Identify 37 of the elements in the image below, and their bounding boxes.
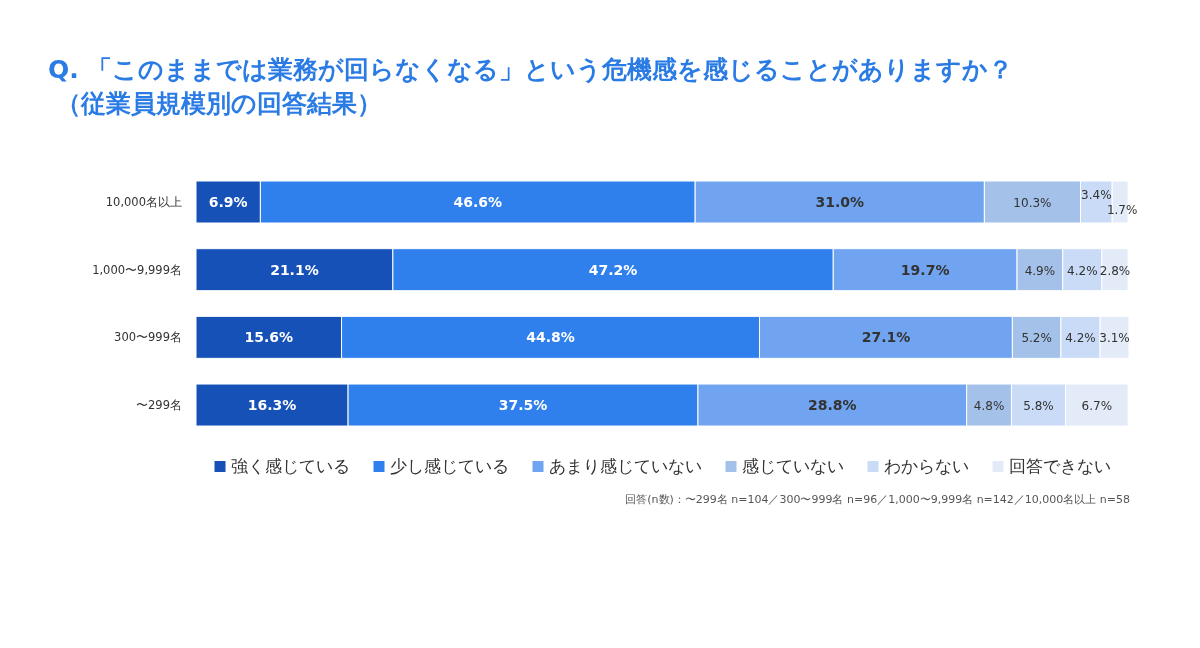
data-label: 5.2% — [1021, 331, 1052, 346]
y-tick-label: 10,000名以上 — [105, 195, 182, 209]
y-tick-label: 1,000〜9,999名 — [92, 262, 182, 277]
chart-subtitle: （従業員規模別の回答結果） — [56, 89, 382, 118]
data-label: 5.8% — [1023, 399, 1054, 414]
data-label: 4.9% — [1024, 263, 1056, 278]
data-label: 19.7% — [900, 261, 950, 278]
data-label: 15.6% — [244, 329, 294, 346]
data-label: 16.3% — [247, 397, 297, 414]
data-label: 4.8% — [973, 399, 1005, 414]
data-label: 4.2% — [1065, 331, 1096, 346]
legend-label: 感じていない — [741, 457, 844, 476]
data-label: 44.8% — [526, 329, 575, 346]
legend-label: 少し感じている — [389, 457, 509, 476]
data-label: 4.2% — [1067, 263, 1098, 278]
chart-title: Q. 「このままでは業務が回らなくなる」という危機感を感じることがありますか？ — [48, 55, 1014, 84]
data-label: 2.8% — [1099, 263, 1131, 278]
data-label: 31.0% — [815, 194, 865, 210]
data-label: 6.9% — [208, 194, 248, 210]
y-tick-label: 〜299名 — [136, 398, 182, 413]
data-label: 3.4% — [1081, 188, 1112, 202]
data-label: 1.7% — [1106, 203, 1138, 217]
data-label: 28.8% — [808, 397, 857, 414]
data-label: 46.6% — [453, 194, 503, 210]
data-label: 37.5% — [498, 397, 548, 414]
data-label: 3.1% — [1099, 331, 1130, 346]
data-label: 21.1% — [270, 261, 319, 278]
legend-label: あまり感じていない — [548, 457, 702, 476]
data-label: 10.3% — [1013, 196, 1052, 210]
data-label: 6.7% — [1081, 399, 1113, 414]
data-label: 27.1% — [861, 329, 911, 346]
legend-label: 回答できない — [1008, 457, 1111, 476]
legend-label: 強く感じている — [230, 457, 350, 476]
text: 回答(n数)：〜299名 n=104／300〜999名 n=96／1,000〜9,999名 n=142／10,000名以上 n=58 — [625, 493, 1130, 506]
y-tick-label: 300〜999名 — [114, 330, 182, 345]
data-label: 47.2% — [588, 261, 638, 278]
legend-label: わからない — [883, 457, 969, 476]
